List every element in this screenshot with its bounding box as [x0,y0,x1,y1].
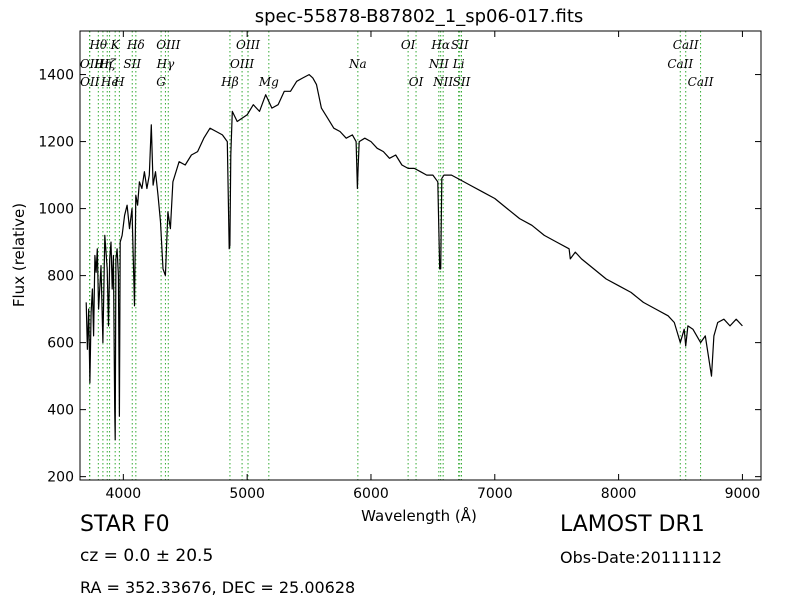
y-tick-label-3: 800 [47,269,74,285]
marker-label-13: OIII [236,38,260,52]
marker-label-0: Hθ [88,38,107,52]
axis-ticks: 4000 5000 6000 7000 8000 9000 200 400 600 800 1000… [38,31,761,502]
plot-area-frame [79,30,762,481]
marker-label-6: K [110,38,121,52]
x-tick-label-1: 5000 [229,486,265,502]
survey-name: LAMOST DR1 [560,512,705,537]
observation-date: Obs-Date:20111112 [560,548,722,567]
marker-label-3: OII [80,75,100,89]
marker-label-19: OI [409,75,424,89]
coordinates: RA = 352.33676, DEC = 25.00628 [80,578,356,597]
x-tick-label-4: 8000 [601,486,637,502]
marker-label-24: Li [452,57,465,71]
marker-label-25: SII [453,75,471,89]
y-tick-label-6: 1400 [38,68,74,84]
marker-label-28: CaII [688,75,714,89]
marker-label-10: OIII [156,38,180,52]
spectral-line-markers [89,31,702,480]
spectrum-series [85,74,743,441]
marker-label-22: NII [432,75,453,89]
y-tick-label-1: 400 [47,403,74,419]
marker-label-9: Hδ [126,38,145,52]
marker-label-4: Hϵ [100,75,118,89]
marker-label-5: Hζ [98,57,117,71]
x-tick-label-3: 7000 [477,486,513,502]
marker-label-2: OII [80,57,100,71]
y-axis-label: Flux (relative) [10,203,28,307]
x-axis-label: Wavelength (Å) [361,506,477,525]
x-tick-label-2: 6000 [353,486,389,502]
object-class: STAR F0 [80,512,170,537]
marker-label-11: Hγ [156,57,175,71]
marker-label-17: Na [348,57,367,71]
marker-label-18: OI [401,38,416,52]
y-tick-label-5: 1200 [38,135,74,151]
marker-label-26: CaII [673,38,699,52]
y-tick-label-4: 1000 [38,202,74,218]
y-tick-label-2: 600 [47,336,74,352]
marker-label-14: OIII [230,57,254,71]
marker-label-7: SII [123,57,141,71]
marker-label-12: G [156,75,166,89]
marker-label-27: CaII [667,57,693,71]
redshift-value: cz = 0.0 ± 20.5 [80,546,214,566]
x-tick-label-5: 9000 [725,486,761,502]
spectrum-line [85,74,743,441]
x-tick-label-0: 4000 [106,486,142,502]
marker-label-20: Hα [430,38,450,52]
marker-label-23: SII [451,38,469,52]
marker-label-1: Hη [93,57,112,71]
marker-label-21: NII [428,57,449,71]
marker-label-16: Mg [258,75,279,89]
marker-label-8: H [113,75,125,89]
chart-title: spec-55878-B87802_1_sp06-017.fits [255,6,584,27]
y-tick-label-0: 200 [47,470,74,486]
marker-label-15: Hβ [220,75,238,89]
